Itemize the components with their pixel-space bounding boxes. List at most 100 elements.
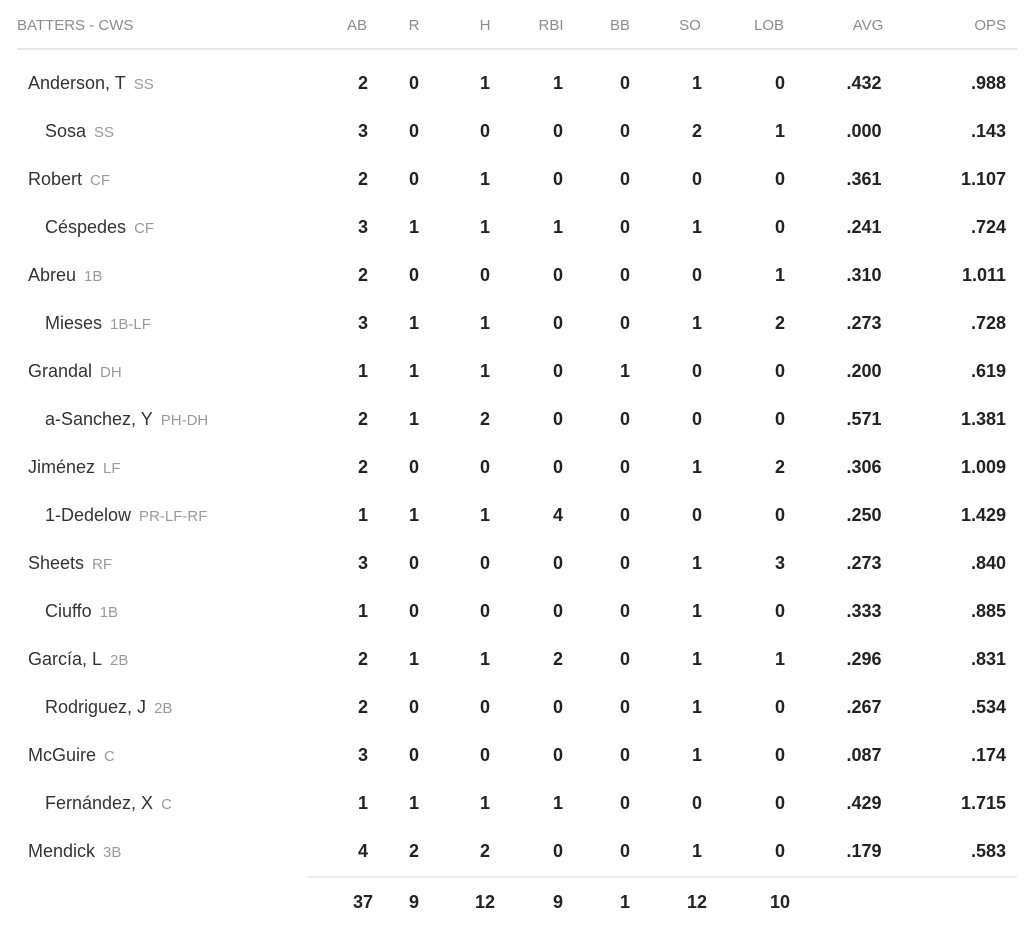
stat-ab: 1 <box>357 505 368 525</box>
stat-ab: 3 <box>357 553 368 573</box>
stat-so: 1 <box>691 553 702 573</box>
player-name-link[interactable]: Grandal <box>28 361 93 381</box>
stat-so: 1 <box>691 217 702 237</box>
player-name-link[interactable]: Anderson, T <box>28 73 126 93</box>
stat-lob: 1 <box>774 265 785 285</box>
player-position: SS <box>94 124 115 141</box>
total-h: 12 <box>474 892 496 912</box>
stat-r: 0 <box>408 553 419 573</box>
stat-h: 2 <box>479 841 490 861</box>
player-name-link[interactable]: Sosa <box>45 121 87 141</box>
table-row: a-Sanchez, Y PH-DH 2 1 2 0 0 0 0 .571 1.381 <box>0 395 1024 443</box>
player-position: PR-LF-RF <box>139 508 208 525</box>
batter-name-cell: Abreu 1B <box>28 251 102 301</box>
batter-name-cell: a-Sanchez, Y PH-DH <box>45 395 208 445</box>
player-position: LF <box>103 460 121 477</box>
player-name-link[interactable]: Abreu <box>28 265 77 285</box>
column-header-ab[interactable]: AB <box>346 17 367 34</box>
table-row: Céspedes CF 3 1 1 1 0 1 0 .241 .724 <box>0 203 1024 251</box>
stat-r: 2 <box>408 841 419 861</box>
table-row: Mieses 1B-LF 3 1 1 0 0 1 2 .273 .728 <box>0 299 1024 347</box>
stat-rbi: 1 <box>552 793 563 813</box>
stat-lob: 0 <box>774 169 785 189</box>
stat-rbi: 0 <box>552 553 563 573</box>
player-position: 2B <box>110 652 129 669</box>
stat-lob: 1 <box>774 649 785 669</box>
stat-rbi: 1 <box>552 217 563 237</box>
player-name-link[interactable]: McGuire <box>28 745 97 765</box>
player-name-link[interactable]: 1-Dedelow <box>45 505 132 525</box>
batter-name-cell: Anderson, T SS <box>28 59 154 109</box>
stat-so: 0 <box>691 793 702 813</box>
table-row: Mendick 3B 4 2 2 0 0 1 0 .179 .583 <box>0 827 1024 875</box>
table-row: Sosa SS 3 0 0 0 0 2 1 .000 .143 <box>0 107 1024 155</box>
player-position: PH-DH <box>160 412 209 429</box>
player-name-link[interactable]: Jiménez <box>28 457 96 477</box>
column-header-so[interactable]: SO <box>679 17 701 34</box>
column-header-h[interactable]: H <box>479 17 491 34</box>
player-name-link[interactable]: Sheets <box>28 553 85 573</box>
total-lob: 10 <box>769 892 791 912</box>
stat-avg: .000 <box>846 121 882 141</box>
player-name-link[interactable]: Rodriguez, J <box>45 697 147 717</box>
stat-bb: 0 <box>619 121 630 141</box>
stat-ab: 2 <box>357 265 368 285</box>
stat-bb: 0 <box>619 313 630 333</box>
stat-ops: 1.011 <box>961 265 1006 285</box>
column-header-lob[interactable]: LOB <box>753 17 784 34</box>
batter-name-cell: Céspedes CF <box>45 203 154 253</box>
stat-r: 1 <box>408 409 419 429</box>
player-name-link[interactable]: Ciuffo <box>45 601 92 621</box>
player-name-link[interactable]: Mieses <box>45 313 103 333</box>
stat-bb: 0 <box>619 841 630 861</box>
stat-ops: .583 <box>970 841 1006 861</box>
column-header-r[interactable]: R <box>408 17 420 34</box>
stat-ops: .724 <box>970 217 1006 237</box>
stat-bb: 0 <box>619 505 630 525</box>
table-header: BATTERS - CWS AB R H RBI BB SO LOB AVG OPS <box>0 14 1024 38</box>
table-row: Robert CF 2 0 1 0 0 0 0 .361 1.107 <box>0 155 1024 203</box>
stat-ab: 2 <box>357 649 368 669</box>
player-position: RF <box>92 556 113 573</box>
player-name-link[interactable]: Fernández, X <box>45 793 154 813</box>
stat-so: 1 <box>691 73 702 93</box>
player-name-link[interactable]: García, L <box>28 649 103 669</box>
stat-lob: 0 <box>774 745 785 765</box>
stat-rbi: 0 <box>552 841 563 861</box>
column-header-bb[interactable]: BB <box>609 17 630 34</box>
batter-name-cell: Mendick 3B <box>28 827 121 877</box>
stat-lob: 0 <box>774 217 785 237</box>
player-name-link[interactable]: Céspedes <box>45 217 127 237</box>
stat-ops: 1.009 <box>960 457 1006 477</box>
stat-r: 0 <box>408 265 419 285</box>
stat-avg: .267 <box>846 697 882 717</box>
player-name-link[interactable]: Mendick <box>28 841 96 861</box>
stat-h: 1 <box>479 793 490 813</box>
column-header-rbi[interactable]: RBI <box>538 17 564 34</box>
stat-ab: 2 <box>357 169 368 189</box>
batter-name-cell: García, L 2B <box>28 635 128 685</box>
stat-lob: 2 <box>774 457 785 477</box>
stat-bb: 0 <box>619 793 630 813</box>
stat-bb: 0 <box>619 265 630 285</box>
stat-ab: 3 <box>357 217 368 237</box>
stat-r: 0 <box>408 745 419 765</box>
header-divider <box>17 48 1017 50</box>
stat-avg: .179 <box>846 841 882 861</box>
stat-avg: .571 <box>846 409 882 429</box>
stat-lob: 0 <box>774 361 785 381</box>
stat-lob: 0 <box>774 505 785 525</box>
stat-rbi: 0 <box>552 169 563 189</box>
stat-avg: .250 <box>846 505 882 525</box>
stat-so: 1 <box>691 745 702 765</box>
stat-avg: .333 <box>846 601 882 621</box>
player-name-link[interactable]: Robert <box>28 169 83 189</box>
stat-h: 0 <box>479 265 490 285</box>
column-header-avg[interactable]: AVG <box>852 17 884 34</box>
stat-lob: 0 <box>774 841 785 861</box>
table-row: 1-Dedelow PR-LF-RF 1 1 1 4 0 0 0 .250 1.429 <box>0 491 1024 539</box>
player-name-link[interactable]: a-Sanchez, Y <box>45 409 153 429</box>
total-so: 12 <box>686 892 708 912</box>
column-header-ops[interactable]: OPS <box>974 17 1006 34</box>
stat-ab: 1 <box>357 361 368 381</box>
